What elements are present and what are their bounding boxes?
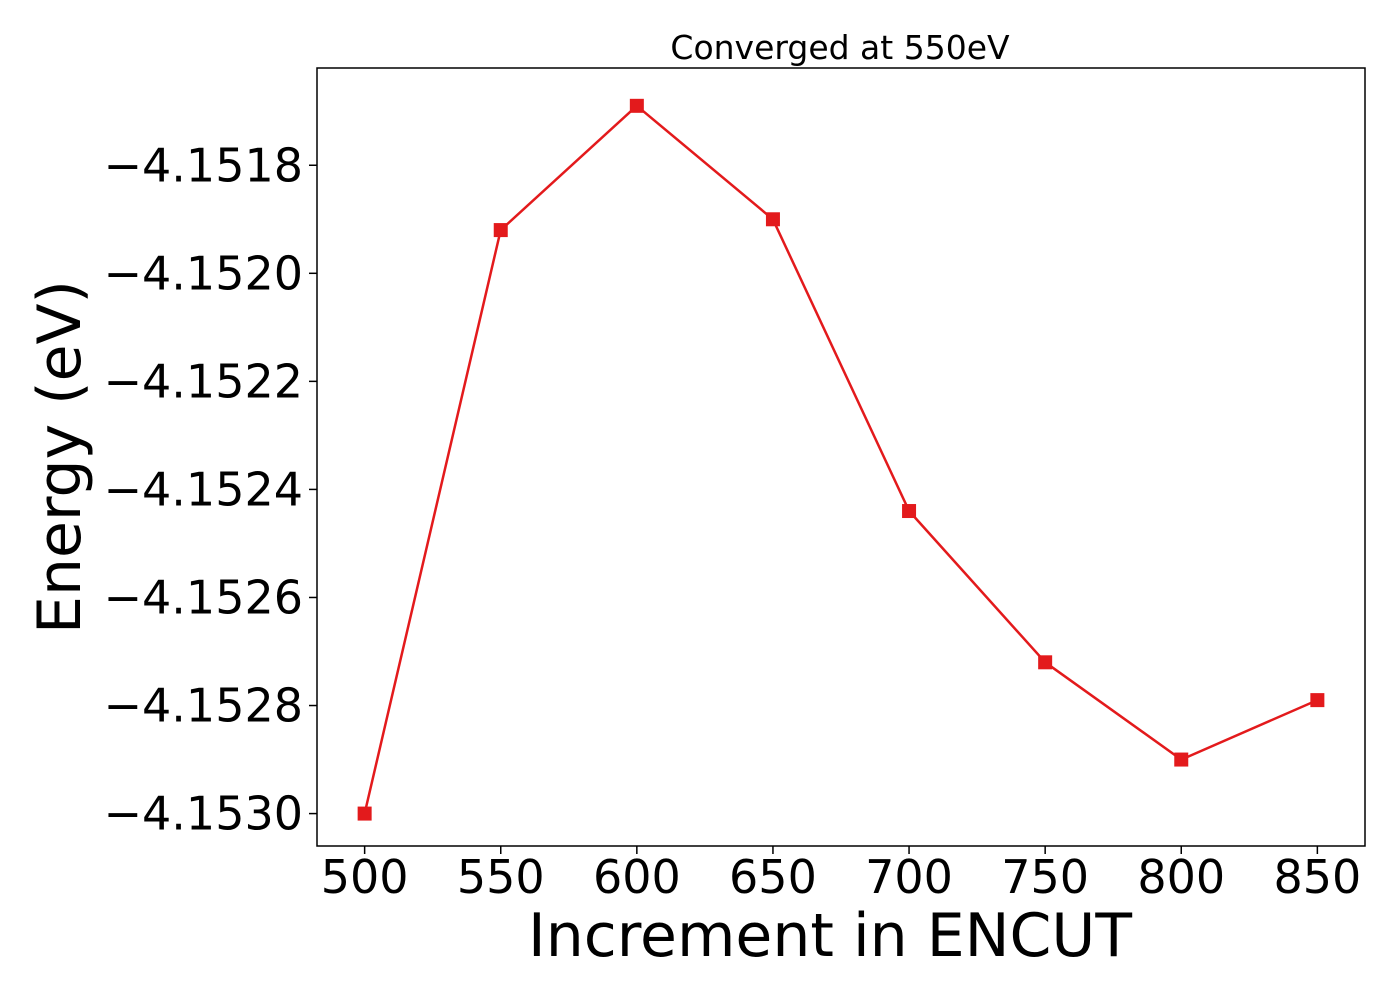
plot-frame (316, 67, 1366, 847)
data-point-marker (1174, 752, 1189, 767)
series-layer (357, 98, 1325, 821)
x-tick-label: 550 (457, 850, 545, 904)
y-tick-label: −4.1528 (104, 679, 304, 733)
data-point-marker (1310, 693, 1325, 708)
x-tick-label: 650 (729, 850, 817, 904)
x-axis-title: Increment in ENCUT (528, 901, 1132, 971)
data-point-marker (1038, 655, 1053, 670)
data-point-marker (357, 806, 372, 821)
x-tick-label: 600 (593, 850, 681, 904)
y-tick-label: −4.1526 (104, 570, 304, 624)
x-tick-label: 850 (1273, 850, 1361, 904)
x-tick-label: 700 (865, 850, 953, 904)
y-tick-label: −4.1520 (104, 246, 304, 300)
y-tick-label: −4.1524 (104, 462, 304, 516)
x-tick-label: 500 (321, 850, 409, 904)
y-tick-label: −4.1530 (104, 787, 304, 841)
x-tick-label: 800 (1137, 850, 1225, 904)
chart-title: Converged at 550eV (670, 28, 1010, 67)
x-tick-label: 750 (1001, 850, 1089, 904)
data-point-marker (765, 212, 780, 227)
data-point-marker (493, 223, 508, 238)
data-point-marker (902, 504, 917, 519)
series-line (363, 104, 1318, 814)
ticks-layer: 500 550 600 650 700 750 800 850 −4.1530 −4.1528 −4… (104, 138, 1362, 904)
y-tick-label: −4.1518 (104, 138, 304, 192)
y-tick-label: −4.1522 (104, 354, 304, 408)
data-point-marker (629, 98, 644, 113)
y-axis-title: Energy (eV) (25, 280, 95, 634)
